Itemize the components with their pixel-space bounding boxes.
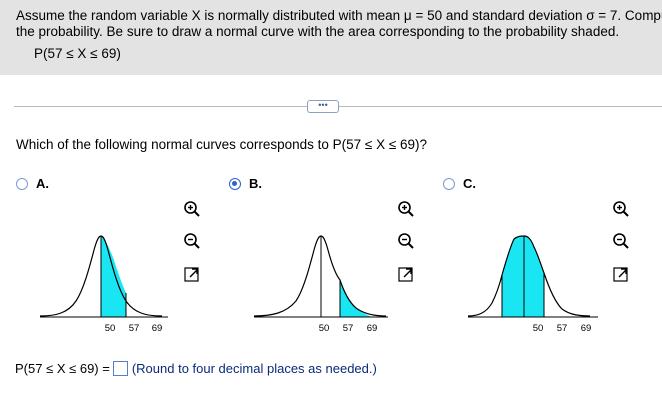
graph-c-tick-69: 69 xyxy=(581,323,592,334)
zoom-out-icon[interactable] xyxy=(397,232,415,250)
answer-row: P(57 ≤ X ≤ 69) = (Round to four decimal … xyxy=(15,361,377,376)
open-new-window-icon[interactable] xyxy=(397,265,415,283)
open-new-window-icon[interactable] xyxy=(612,265,630,283)
option-a-radio[interactable] xyxy=(16,177,28,190)
open-new-window-icon[interactable] xyxy=(183,265,201,283)
option-b-radio[interactable] xyxy=(229,177,241,190)
graph-a-tick-57: 57 xyxy=(129,323,140,334)
graph-b-tick-50: 50 xyxy=(319,323,330,334)
option-b-label: B. xyxy=(249,176,262,191)
graph-a: 50 57 69 xyxy=(39,235,168,334)
graph-b: 50 57 69 xyxy=(253,235,388,334)
option-a[interactable]: A. xyxy=(16,176,49,191)
answer-label: P(57 ≤ X ≤ 69) = xyxy=(15,361,110,376)
question-line-2: the probability. Be sure to draw a norma… xyxy=(16,24,620,39)
option-b[interactable]: B. xyxy=(229,176,262,191)
zoom-out-icon[interactable] xyxy=(612,232,630,250)
graph-c-tick-50: 50 xyxy=(533,323,544,334)
expand-more-button[interactable]: ••• xyxy=(307,100,339,113)
graph-b-shaded-area xyxy=(340,280,370,317)
graph-c: 50 57 69 xyxy=(467,235,598,334)
answer-input[interactable] xyxy=(112,361,128,376)
graph-a-tick-50: 50 xyxy=(105,323,116,334)
zoom-in-icon[interactable] xyxy=(397,200,415,218)
graph-a-tick-69: 69 xyxy=(152,323,163,334)
probability-expression: P(57 ≤ X ≤ 69) xyxy=(34,46,121,61)
zoom-in-icon[interactable] xyxy=(612,200,630,218)
option-a-label: A. xyxy=(36,176,49,191)
question-header: Assume the random variable X is normally… xyxy=(0,0,662,75)
zoom-out-icon[interactable] xyxy=(183,232,201,250)
zoom-in-icon[interactable] xyxy=(183,200,201,218)
option-c-radio[interactable] xyxy=(443,177,455,190)
graph-a-shaded-area xyxy=(101,236,126,317)
option-c-label: C. xyxy=(463,176,476,191)
answer-rounding-note: (Round to four decimal places as needed.… xyxy=(131,361,377,376)
graph-c-shaded-area xyxy=(502,236,544,317)
question-line-1: Assume the random variable X is normally… xyxy=(16,8,662,23)
graph-b-tick-69: 69 xyxy=(367,323,378,334)
option-c[interactable]: C. xyxy=(443,176,476,191)
graph-c-tick-57: 57 xyxy=(557,323,568,334)
sub-question: Which of the following normal curves cor… xyxy=(16,137,428,152)
graph-b-tick-57: 57 xyxy=(343,323,354,334)
